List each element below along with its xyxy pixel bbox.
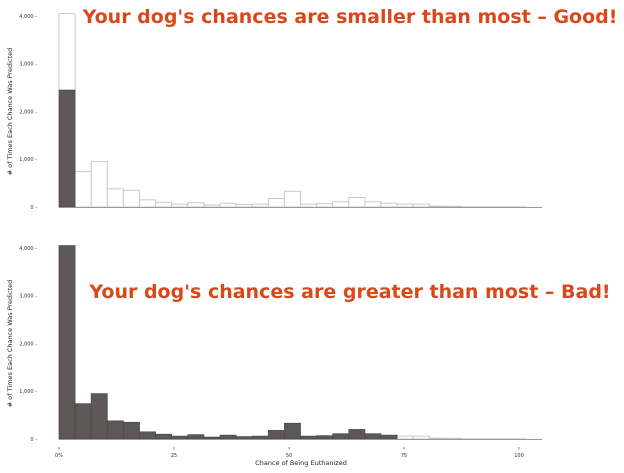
histogram-bar — [74, 403, 92, 440]
histogram-bar — [90, 393, 108, 440]
histogram-bar — [428, 205, 446, 208]
histogram-bar — [171, 203, 189, 208]
histogram-bar — [428, 437, 446, 440]
x-tick-label: 100 — [514, 453, 524, 459]
histogram-bar — [316, 203, 334, 208]
histogram-bar — [187, 434, 205, 440]
x-tick-label: 25 — [171, 453, 177, 459]
histogram-bar — [348, 196, 366, 208]
histogram-bar — [58, 245, 76, 440]
histogram-bar — [219, 434, 237, 440]
y-tick-label: 4,000 - — [19, 14, 37, 20]
verdict-annotation: Your dog's chances are smaller than most… — [82, 6, 618, 28]
histogram-bar — [364, 433, 382, 440]
histogram-bar — [316, 435, 334, 440]
histogram-bar — [396, 203, 414, 208]
histogram-bar — [444, 437, 462, 440]
histogram-bar — [284, 422, 301, 440]
histogram-bar — [251, 435, 269, 440]
histogram-bar — [155, 201, 173, 208]
histogram-bar — [187, 202, 205, 208]
histogram-bar — [123, 421, 140, 440]
histogram-bar — [90, 161, 108, 208]
histogram-bar — [171, 435, 189, 440]
y-tick-label: 3,000 - — [19, 294, 37, 300]
y-axis-title: # of Times Each Chance Was Predicted — [6, 48, 14, 175]
histogram-bar — [203, 436, 221, 440]
y-tick-label: 1,000 - — [19, 157, 37, 163]
histogram-bar — [267, 430, 285, 440]
histogram-bar — [396, 435, 414, 440]
y-tick-label: 0 - — [30, 205, 37, 211]
x-tick-label: 50 — [286, 453, 292, 459]
y-tick-label: 3,000 - — [19, 62, 37, 68]
histogram-bar — [251, 203, 269, 208]
histogram-bar — [380, 202, 398, 208]
histogram-bar — [348, 429, 366, 440]
y-tick-label: 1,000 - — [19, 389, 37, 395]
histogram-bar — [235, 204, 253, 208]
y-tick-label: 0 - — [30, 437, 37, 443]
histogram-bar — [122, 189, 140, 208]
y-axis-title: # of Times Each Chance Was Predicted — [6, 280, 14, 407]
histogram-bar — [139, 431, 156, 440]
histogram-bar — [300, 435, 317, 440]
histogram-bar — [267, 197, 285, 208]
verdict-annotation: Your dog's chances are greater than most… — [88, 281, 610, 303]
histogram-bar — [219, 202, 237, 208]
y-tick-label: 4,000 - — [19, 246, 37, 252]
histogram-bar — [106, 188, 124, 208]
histogram-bar — [203, 204, 221, 208]
histogram-bar — [300, 203, 318, 208]
x-tick-label: 0% — [55, 453, 63, 459]
histogram-bar — [332, 201, 350, 208]
histogram-bar — [332, 433, 350, 440]
histogram-bar — [155, 433, 173, 440]
x-tick-label: 75 — [401, 453, 407, 459]
y-tick-label: 2,000 - — [19, 109, 37, 115]
histogram-bar — [412, 203, 430, 208]
histogram-bar — [380, 434, 398, 440]
histogram-bar — [412, 435, 430, 440]
histogram-bar — [74, 171, 92, 208]
y-tick-label: 2,000 - — [19, 341, 37, 347]
histogram-bar — [235, 436, 253, 440]
histogram-bar — [444, 205, 462, 208]
histogram-bar — [364, 201, 382, 208]
histogram-bar — [283, 190, 301, 208]
histogram-bar — [58, 89, 76, 208]
histogram-bar — [139, 199, 157, 208]
x-axis-title: Chance of Being Euthanized — [255, 459, 347, 467]
histogram-bar — [107, 420, 124, 440]
